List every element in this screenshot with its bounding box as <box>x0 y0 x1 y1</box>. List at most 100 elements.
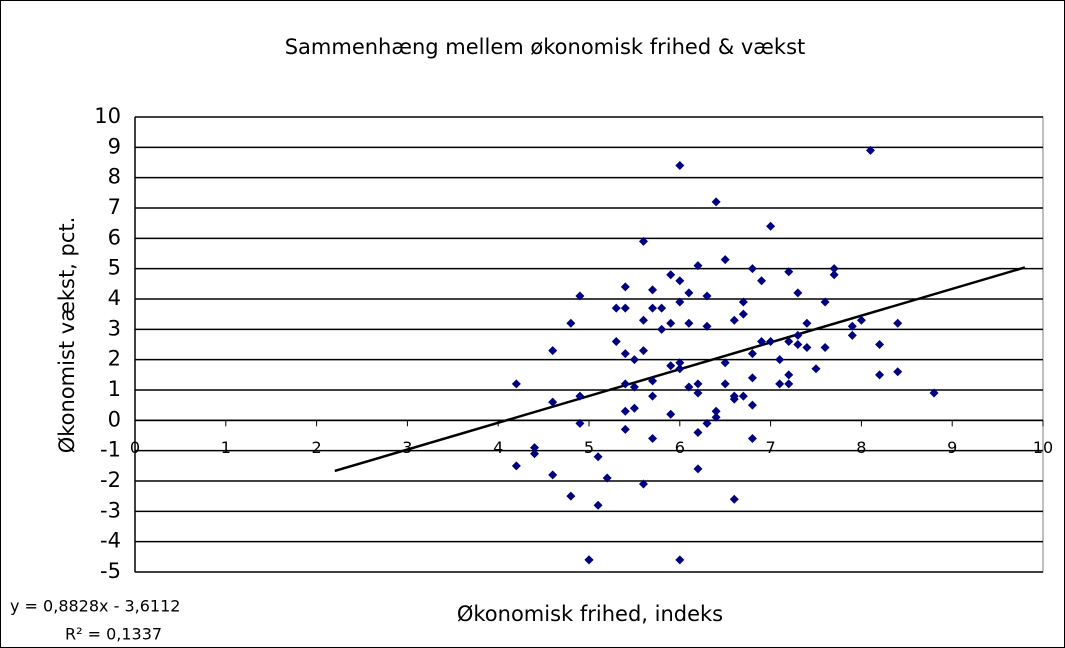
point <box>784 336 794 346</box>
point <box>575 391 585 401</box>
point <box>629 382 639 392</box>
y-tick-label: -2 <box>100 468 121 492</box>
point <box>575 291 585 301</box>
point <box>675 297 685 307</box>
point <box>511 461 521 471</box>
point <box>638 236 648 246</box>
point <box>620 406 630 416</box>
point <box>757 336 767 346</box>
point <box>711 412 721 422</box>
point <box>847 321 857 331</box>
point <box>638 346 648 356</box>
point <box>620 303 630 313</box>
point <box>856 315 866 325</box>
y-tick-label: -1 <box>100 438 121 462</box>
point <box>693 261 703 271</box>
point <box>666 361 676 371</box>
trendline-equation: y = 0,8828x - 3,6112 <box>10 597 180 616</box>
point <box>666 409 676 419</box>
point <box>620 282 630 292</box>
point <box>548 470 558 480</box>
point <box>620 349 630 359</box>
point <box>638 315 648 325</box>
point <box>747 349 757 359</box>
x-axis-label: Økonomisk frihed, indeks <box>457 602 723 626</box>
point <box>684 288 694 298</box>
point <box>657 324 667 334</box>
point <box>566 491 576 501</box>
point <box>784 379 794 389</box>
x-tick-label: 2 <box>312 438 322 457</box>
point <box>729 394 739 404</box>
point <box>784 370 794 380</box>
point <box>648 376 658 386</box>
point <box>802 318 812 328</box>
chart-title: Sammenhæng mellem økonomisk frihed & væk… <box>285 35 806 59</box>
x-tick-label: 10 <box>1033 438 1053 457</box>
point <box>820 297 830 307</box>
point <box>793 288 803 298</box>
point <box>602 473 612 483</box>
point <box>666 270 676 280</box>
x-tick-label: 0 <box>130 438 140 457</box>
point <box>566 318 576 328</box>
point <box>802 343 812 353</box>
y-tick-label: 2 <box>108 347 121 371</box>
point <box>693 427 703 437</box>
point <box>893 367 903 377</box>
point <box>747 434 757 444</box>
point <box>648 391 658 401</box>
point <box>584 555 594 565</box>
point <box>675 555 685 565</box>
point <box>847 330 857 340</box>
point <box>530 449 540 459</box>
point <box>648 434 658 444</box>
point <box>666 318 676 328</box>
point <box>648 303 658 313</box>
point <box>675 358 685 368</box>
point <box>702 418 712 428</box>
y-tick-label: 1 <box>108 377 121 401</box>
x-tick-label: 7 <box>766 438 776 457</box>
point <box>720 255 730 265</box>
point <box>657 303 667 313</box>
point <box>747 264 757 274</box>
y-tick-label: 3 <box>108 316 121 340</box>
point <box>648 285 658 295</box>
point <box>620 424 630 434</box>
point <box>629 403 639 413</box>
point <box>775 355 785 365</box>
y-tick-label: -4 <box>100 529 121 553</box>
x-tick-label: 4 <box>493 438 503 457</box>
point <box>548 346 558 356</box>
point <box>684 318 694 328</box>
point <box>738 391 748 401</box>
point <box>747 400 757 410</box>
point <box>820 343 830 353</box>
point <box>766 336 776 346</box>
point <box>548 397 558 407</box>
point <box>893 318 903 328</box>
trendline-r2: R² = 0,1337 <box>65 625 162 644</box>
point <box>675 276 685 286</box>
point <box>675 364 685 374</box>
point <box>611 336 621 346</box>
point <box>702 291 712 301</box>
y-tick-label: 7 <box>108 195 121 219</box>
point <box>829 264 839 274</box>
point <box>829 270 839 280</box>
x-tick-label: 8 <box>856 438 866 457</box>
point <box>729 494 739 504</box>
x-tick-label: 9 <box>947 438 957 457</box>
point <box>929 388 939 398</box>
point <box>711 197 721 207</box>
y-tick-label: 9 <box>108 134 121 158</box>
point <box>738 297 748 307</box>
y-tick-label: 5 <box>108 256 121 280</box>
y-tick-label: -5 <box>100 559 121 583</box>
point <box>675 161 685 171</box>
point <box>811 364 821 374</box>
point <box>611 303 621 313</box>
point <box>575 418 585 428</box>
